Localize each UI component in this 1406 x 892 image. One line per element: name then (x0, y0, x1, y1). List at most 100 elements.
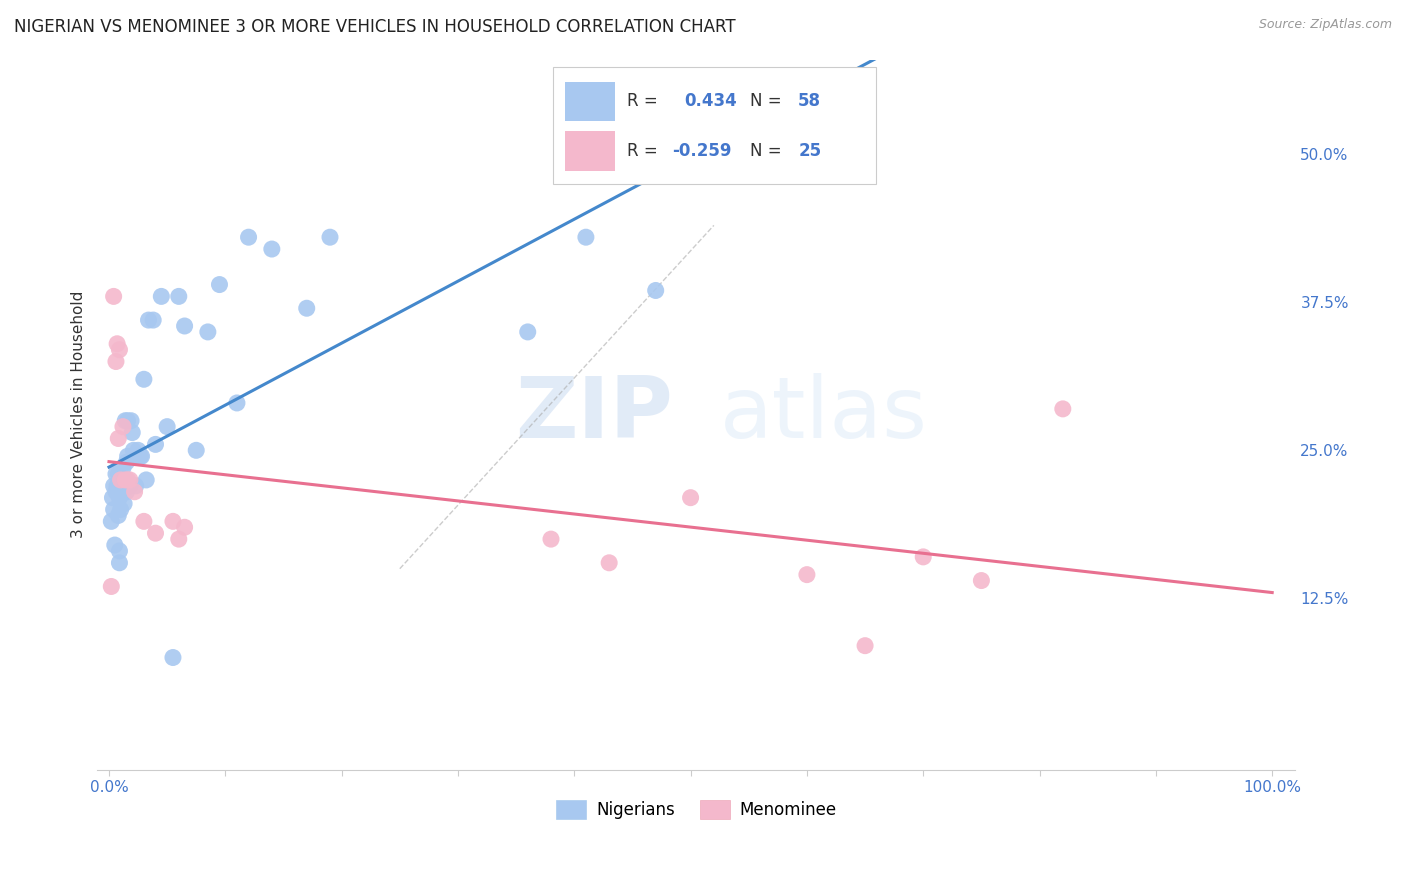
Point (103, 479, 125, 493)
Point (105, 479, 128, 493)
Point (295, 301, 318, 316)
Point (103, 289, 125, 303)
Point (127, 443, 149, 458)
Point (173, 520, 195, 534)
Text: 58: 58 (799, 92, 821, 110)
Text: N =: N = (751, 92, 787, 110)
Point (104, 467, 127, 481)
Point (197, 325, 219, 339)
Point (145, 526, 167, 541)
Point (111, 473, 134, 487)
Point (104, 484, 127, 499)
Point (108, 491, 131, 505)
FancyBboxPatch shape (565, 131, 614, 171)
Point (135, 473, 157, 487)
FancyBboxPatch shape (565, 82, 614, 121)
Point (118, 479, 141, 493)
Point (167, 532, 190, 546)
Point (167, 289, 190, 303)
Point (111, 461, 134, 475)
Text: atlas: atlas (720, 373, 928, 457)
Point (226, 396, 249, 410)
Point (132, 514, 155, 528)
Point (208, 277, 231, 292)
Point (114, 473, 136, 487)
Point (912, 549, 935, 564)
Legend: Nigerians, Menominee: Nigerians, Menominee (550, 793, 844, 826)
Point (121, 425, 143, 440)
Point (115, 484, 138, 499)
Point (104, 354, 127, 368)
Text: R =: R = (627, 92, 668, 110)
Point (122, 443, 145, 458)
Point (124, 449, 146, 463)
Text: NIGERIAN VS MENOMINEE 3 OR MORE VEHICLES IN HOUSEHOLD CORRELATION CHART: NIGERIAN VS MENOMINEE 3 OR MORE VEHICLES… (14, 18, 735, 36)
Point (104, 538, 127, 552)
Point (156, 419, 179, 434)
Point (644, 284, 666, 298)
Point (796, 567, 818, 582)
Point (111, 484, 134, 499)
Point (132, 372, 155, 386)
FancyBboxPatch shape (553, 67, 876, 184)
Point (853, 639, 876, 653)
Point (114, 473, 136, 487)
Point (118, 473, 141, 487)
Point (100, 579, 122, 593)
Point (238, 230, 260, 244)
Point (260, 242, 283, 256)
Text: 25: 25 (799, 142, 821, 160)
Point (110, 502, 132, 516)
Point (108, 544, 131, 558)
Point (131, 449, 153, 463)
Point (108, 556, 131, 570)
Point (540, 532, 562, 546)
Point (117, 449, 139, 463)
Point (108, 343, 131, 357)
Point (129, 449, 152, 463)
Point (111, 473, 134, 487)
Point (100, 514, 122, 528)
Point (115, 455, 138, 469)
Point (101, 491, 124, 505)
Point (186, 443, 208, 458)
Point (111, 419, 134, 434)
Point (319, 230, 342, 244)
Text: -0.259: -0.259 (672, 142, 733, 160)
Point (162, 650, 184, 665)
Point (114, 414, 136, 428)
Point (142, 313, 165, 327)
Point (138, 313, 160, 327)
Point (125, 479, 148, 493)
Text: Source: ZipAtlas.com: Source: ZipAtlas.com (1258, 18, 1392, 31)
Point (575, 230, 598, 244)
Point (103, 502, 125, 516)
Point (145, 437, 167, 451)
Point (107, 432, 129, 446)
Point (118, 479, 141, 493)
Point (110, 473, 132, 487)
Point (110, 484, 132, 499)
Point (117, 414, 139, 428)
Text: 0.434: 0.434 (685, 92, 737, 110)
Y-axis label: 3 or more Vehicles in Household: 3 or more Vehicles in Household (72, 291, 86, 539)
Point (107, 467, 129, 481)
Text: R =: R = (627, 142, 662, 160)
Point (1052, 401, 1074, 416)
Point (173, 318, 195, 333)
Point (107, 508, 129, 523)
Point (516, 325, 538, 339)
Point (117, 473, 139, 487)
Point (162, 514, 184, 528)
Point (970, 574, 993, 588)
Point (120, 414, 142, 428)
Point (105, 336, 128, 351)
Point (679, 491, 702, 505)
Point (598, 556, 620, 570)
Point (112, 473, 135, 487)
Point (124, 484, 146, 499)
Point (112, 497, 135, 511)
Text: ZIP: ZIP (515, 373, 672, 457)
Point (150, 289, 173, 303)
Text: N =: N = (751, 142, 787, 160)
